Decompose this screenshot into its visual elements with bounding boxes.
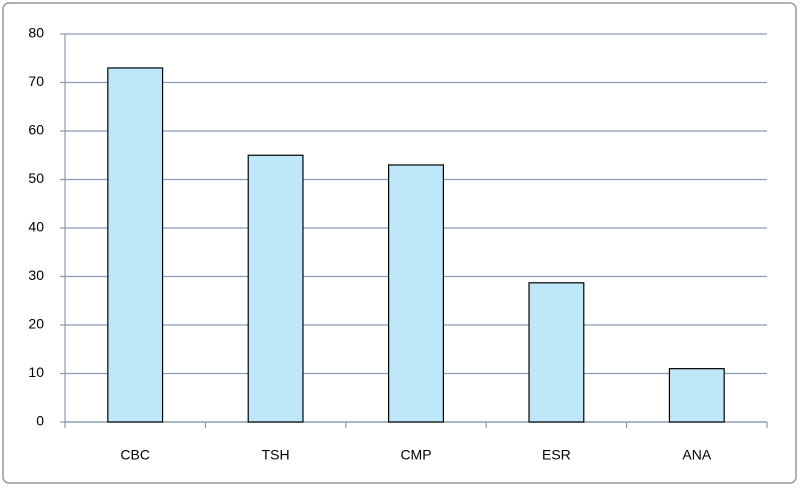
x-tick-label: ANA (682, 447, 711, 463)
bar (247, 154, 304, 423)
x-tick-label: CBC (120, 447, 150, 463)
y-tick-label: 0 (36, 413, 44, 429)
y-tick-label: 50 (28, 170, 44, 186)
y-tick-label: 30 (28, 267, 44, 283)
bar (528, 282, 585, 423)
y-tick-label: 80 (28, 25, 44, 41)
bar (388, 164, 444, 423)
y-tick-label: 70 (28, 73, 44, 89)
y-tick-label: 20 (28, 316, 44, 332)
x-tick-label: ESR (542, 447, 571, 463)
y-tick-label: 10 (28, 364, 44, 380)
y-tick-label: 40 (28, 219, 44, 235)
bar (668, 368, 725, 423)
x-tick-label: CMP (400, 447, 431, 463)
x-tick-label: TSH (262, 447, 290, 463)
y-tick-label: 60 (28, 122, 44, 138)
bar (107, 67, 164, 423)
